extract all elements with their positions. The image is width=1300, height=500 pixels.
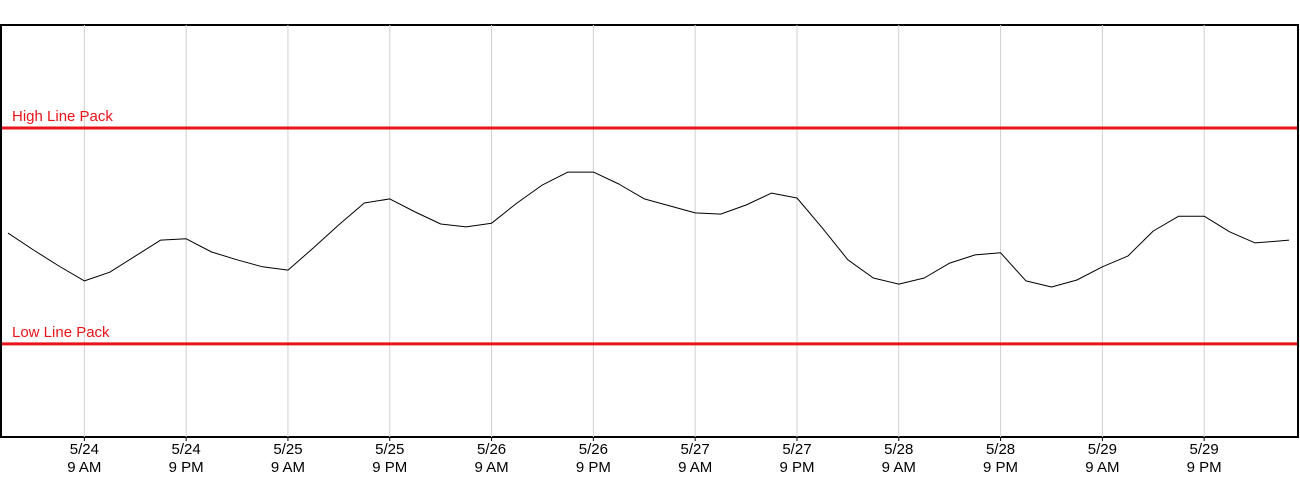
x-tick-label: 5/25 9 PM [372, 441, 408, 476]
x-tick-label: 5/28 9 AM [881, 441, 916, 476]
x-tick-label: 5/27 9 PM [779, 441, 815, 476]
x-tick-label: 5/26 9 AM [474, 441, 509, 476]
x-tick-label: 5/25 9 AM [270, 441, 306, 476]
x-tick-label: 5/24 9 AM [67, 441, 102, 476]
reference-label: Low Line Pack [12, 324, 110, 341]
reference-label: High Line Pack [12, 108, 113, 125]
x-tick-label: 5/26 9 PM [575, 441, 611, 476]
x-tick-label: 5/29 9 PM [1186, 441, 1222, 476]
x-tick-label: 5/29 9 AM [1085, 441, 1120, 476]
data-line [7, 171, 1290, 288]
x-tick-label: 5/28 9 PM [983, 441, 1019, 476]
x-tick-label: 5/27 9 AM [678, 441, 713, 476]
x-tick-label: 5/24 9 PM [168, 441, 204, 476]
plot-frame [0, 24, 1299, 438]
